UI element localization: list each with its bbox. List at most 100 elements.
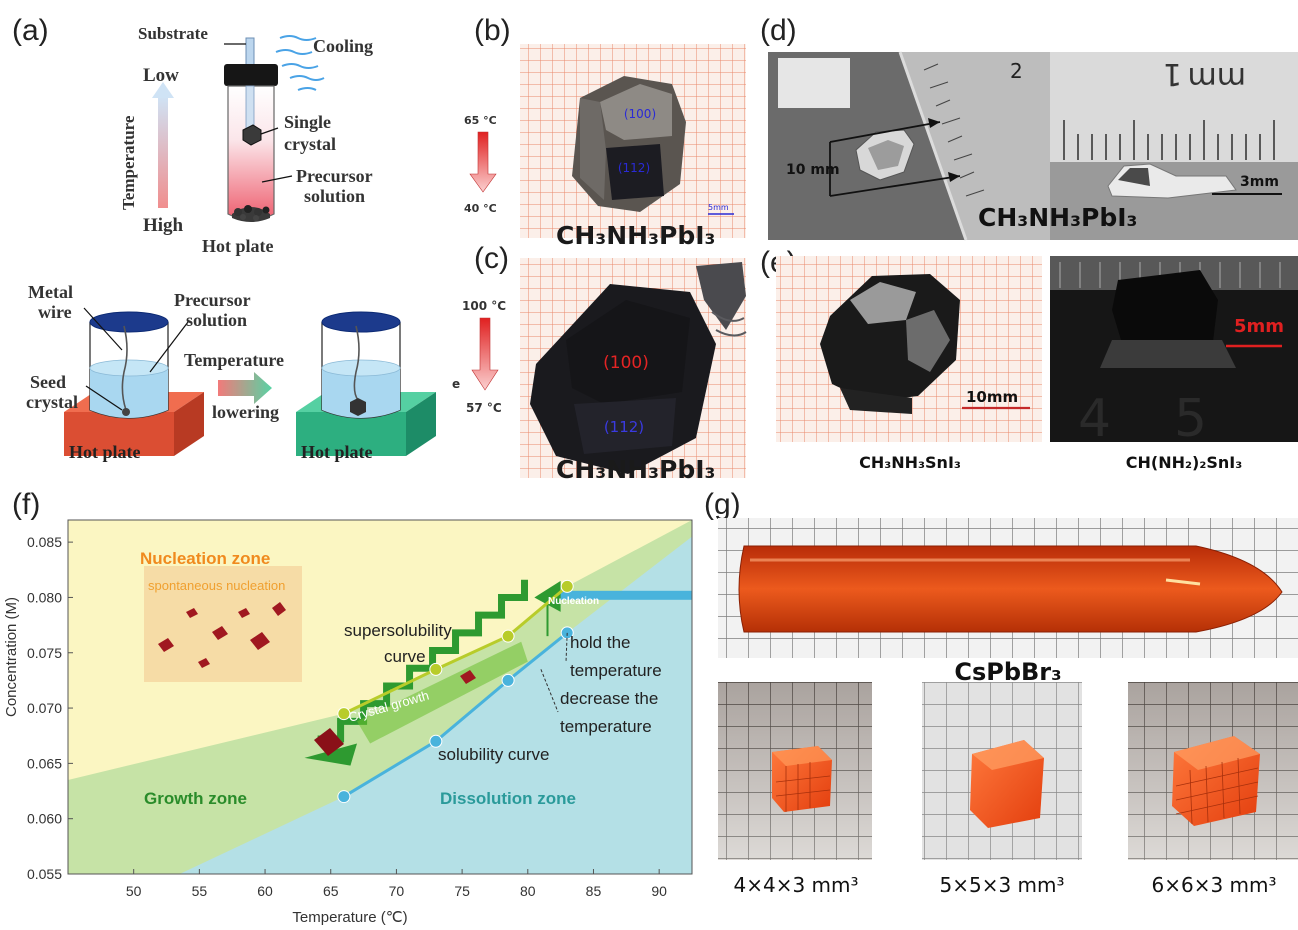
precursor-b-label-2: solution [186,310,247,330]
hot-plate-red-label: Hot plate [69,442,141,462]
c-t-high: 100 °C [462,299,506,313]
panel-d-letter: (d) [760,14,797,47]
solubility-point-0 [337,790,351,804]
hold-label-1: hold the [570,633,631,652]
hot-plate-green-label: Hot plate [301,442,373,462]
x-tick-label-60: 60 [257,883,273,899]
temp-high-label: High [143,215,184,236]
d-ruler-digit-left: 2 [1010,59,1023,83]
supersolubility-point-1 [429,662,443,676]
g-caption-3: 6×6×3 mm³ [1151,873,1276,897]
hot-plate-top-label: Hot plate [202,236,274,256]
d-ruler-unit: mm [1188,60,1246,95]
crystal-growth-band [357,641,528,744]
e-scale-left: 10mm [966,388,1018,406]
c-facet-112: (112) [604,418,644,436]
y-tick-label-0: 0.055 [27,866,62,882]
decrease-label-1: decrease the [560,689,658,708]
d-scale-label: 3mm [1240,174,1279,190]
x-tick-label-75: 75 [454,883,470,899]
temp-low-label: Low [143,65,179,86]
x-tick-label-85: 85 [586,883,602,899]
y-tick-label-1: 0.060 [27,811,62,827]
g-caption-2: 5×5×3 mm³ [939,873,1064,897]
supersolubility-point-2 [501,629,515,643]
panel-f-letter: (f) [12,488,40,521]
panel-a: (a) Low High Temperature Substrate Cooli… [12,14,436,462]
concentration-chart: 50 55 60 65 70 75 80 85 90 0.055 0.060 0.065 0.070 0.… [3,519,693,926]
panel-b: (b) (100) (112) 5mm 65 °C 40 °C CH₃NH₃Pb… [464,14,746,250]
panel-e: (e) 10mm CH₃NH₃SnI₃ 5mm 4 5 CH(NH₂)₂SnI₃ [760,246,1298,472]
solubility-curve-line [343,631,569,798]
precursor-label-2: solution [304,186,365,206]
growth-arrow-head [304,743,358,766]
x-tick-label-90: 90 [651,883,667,899]
dissolution-zone-bg [179,536,693,874]
temperature-lowering-label-2: lowering [212,402,279,422]
supersolubility-point-0 [337,707,351,721]
c-formula: CH₃NH₃PbI₃ [556,455,716,484]
e-scale-right: 5mm [1234,316,1284,337]
d-formula: CH₃NH₃PbI₃ [978,203,1138,232]
panel-c: (c) (100) (112) 100 °C e 57 °C CH₃NH₃PbI… [452,242,747,484]
panel-d: (d) 10 mm 2 mm 1 3mm CH₃NH₃PbI₃ [760,14,1298,241]
x-tick-label-55: 55 [192,883,208,899]
single-crystal-label-2: crystal [284,134,336,154]
substrate-label: Substrate [138,24,208,43]
panel-b-letter: (b) [474,14,511,47]
x-tick-label-80: 80 [520,883,536,899]
y-tick-label-4: 0.075 [27,645,62,661]
g-caption-1: 4×4×3 mm³ [733,873,858,897]
solubility-point-1 [429,734,443,748]
c-t-low: 57 °C [466,401,502,415]
x-tick-label-50: 50 [126,883,142,899]
panel-f: (f) 50 55 60 65 70 75 80 85 90 0.055 0.060 0.065 0.0… [3,488,693,926]
metal-wire-label-1: Metal [28,282,73,302]
dissolution-zone-label: Dissolution zone [440,789,576,808]
d-ruler-digit: 1 [1163,56,1182,91]
y-tick-label-3: 0.070 [27,700,62,716]
precursor-b-label-1: Precursor [174,290,251,310]
e-caption-left: CH₃NH₃SnI₃ [859,453,961,472]
panel-c-letter: (c) [474,242,509,275]
e-caption-right: CH(NH₂)₂SnI₃ [1126,453,1242,472]
b-t-low: 40 °C [464,202,497,215]
y-tick-label-5: 0.080 [27,589,62,605]
b-facet-112: (112) [618,161,650,175]
nucleation-bar [547,590,692,600]
x-tick-label-65: 65 [323,883,339,899]
solubility-label: solubility curve [438,745,550,764]
supersolubility-curve-line [343,585,569,715]
decrease-label-2: temperature [560,717,652,736]
y-tick-label-2: 0.065 [27,755,62,771]
panel-a-letter: (a) [12,14,49,47]
seed-crystal-label-1: Seed [30,372,66,392]
temperature-axis-label: Temperature [119,115,138,210]
nucleation-zone-label: Nucleation zone [140,549,270,568]
growth-zone-label: Growth zone [144,789,247,808]
d-dim-label: 10 mm [786,162,840,178]
supersolubility-point-3 [560,579,574,593]
spontaneous-nucleation-label: spontaneous nucleation [148,578,285,593]
c-side-mark: e [452,377,460,391]
nucleation-tag: Nucleation [548,596,599,607]
solubility-point-2 [501,673,515,687]
metal-wire-label-2: wire [38,302,72,322]
decrease-leader [540,669,559,713]
hold-label-2: temperature [570,661,662,680]
b-facet-100: (100) [624,107,656,121]
y-tick-label-6: 0.085 [27,534,62,550]
seed-crystal-label-2: crystal [26,392,78,412]
plot-frame [67,519,693,875]
b-formula: CH₃NH₃PbI₃ [556,221,716,250]
e-ruler-5: 5 [1174,389,1207,449]
g-formula: CsPbBr₃ [954,658,1061,686]
cooling-label: Cooling [313,36,373,56]
panel-g-letter: (g) [704,488,741,521]
y-axis-label: Concentration (M) [3,597,20,717]
panel-g: (g) CsPbBr₃ 4×4×3 mm³ 5×5×3 mm³ 6×6×3 mm… [704,488,1298,897]
e-ruler-4: 4 [1078,389,1111,449]
single-crystal-label-1: Single [284,112,331,132]
supersolubility-label-2: curve [384,647,426,666]
